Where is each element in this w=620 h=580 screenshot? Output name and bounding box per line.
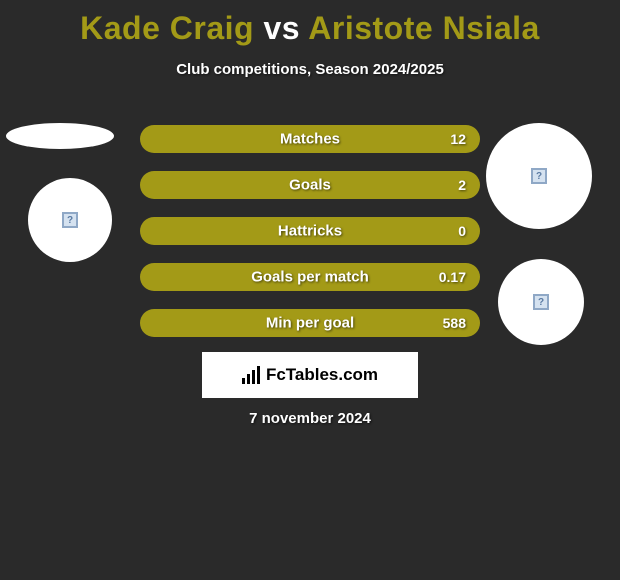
placeholder-image-icon: ? xyxy=(533,294,549,310)
comparison-title: Kade Craig vs Aristote Nsiala xyxy=(0,0,620,47)
decoration-ellipse xyxy=(6,123,114,149)
decoration-circle: ? xyxy=(498,259,584,345)
stat-label: Hattricks xyxy=(278,223,342,240)
player2-name: Aristote Nsiala xyxy=(308,10,540,46)
vs-label: vs xyxy=(263,10,300,46)
date-text: 7 november 2024 xyxy=(249,410,371,427)
stat-value: 12 xyxy=(450,131,466,147)
logo-box: FcTables.com xyxy=(202,352,418,398)
stat-value: 0 xyxy=(458,223,466,239)
stat-row: Goals 2 xyxy=(140,171,480,199)
stat-row: Hattricks 0 xyxy=(140,217,480,245)
stat-label: Goals xyxy=(289,177,331,194)
stat-label: Matches xyxy=(280,131,340,148)
logo-text: FcTables.com xyxy=(266,365,378,385)
stat-row: Matches 12 xyxy=(140,125,480,153)
subtitle: Club competitions, Season 2024/2025 xyxy=(0,61,620,78)
stat-row: Goals per match 0.17 xyxy=(140,263,480,291)
placeholder-image-icon: ? xyxy=(62,212,78,228)
stat-label: Goals per match xyxy=(251,269,369,286)
stat-value: 2 xyxy=(458,177,466,193)
decoration-circle: ? xyxy=(486,123,592,229)
player1-name: Kade Craig xyxy=(80,10,254,46)
stat-label: Min per goal xyxy=(266,315,354,332)
placeholder-image-icon: ? xyxy=(531,168,547,184)
decoration-circle: ? xyxy=(28,178,112,262)
stat-value: 0.17 xyxy=(439,269,466,285)
logo: FcTables.com xyxy=(242,365,378,385)
logo-bars-icon xyxy=(242,366,260,384)
stat-value: 588 xyxy=(443,315,466,331)
stats-container: Matches 12 Goals 2 Hattricks 0 Goals per match… xyxy=(140,125,480,355)
stat-row: Min per goal 588 xyxy=(140,309,480,337)
